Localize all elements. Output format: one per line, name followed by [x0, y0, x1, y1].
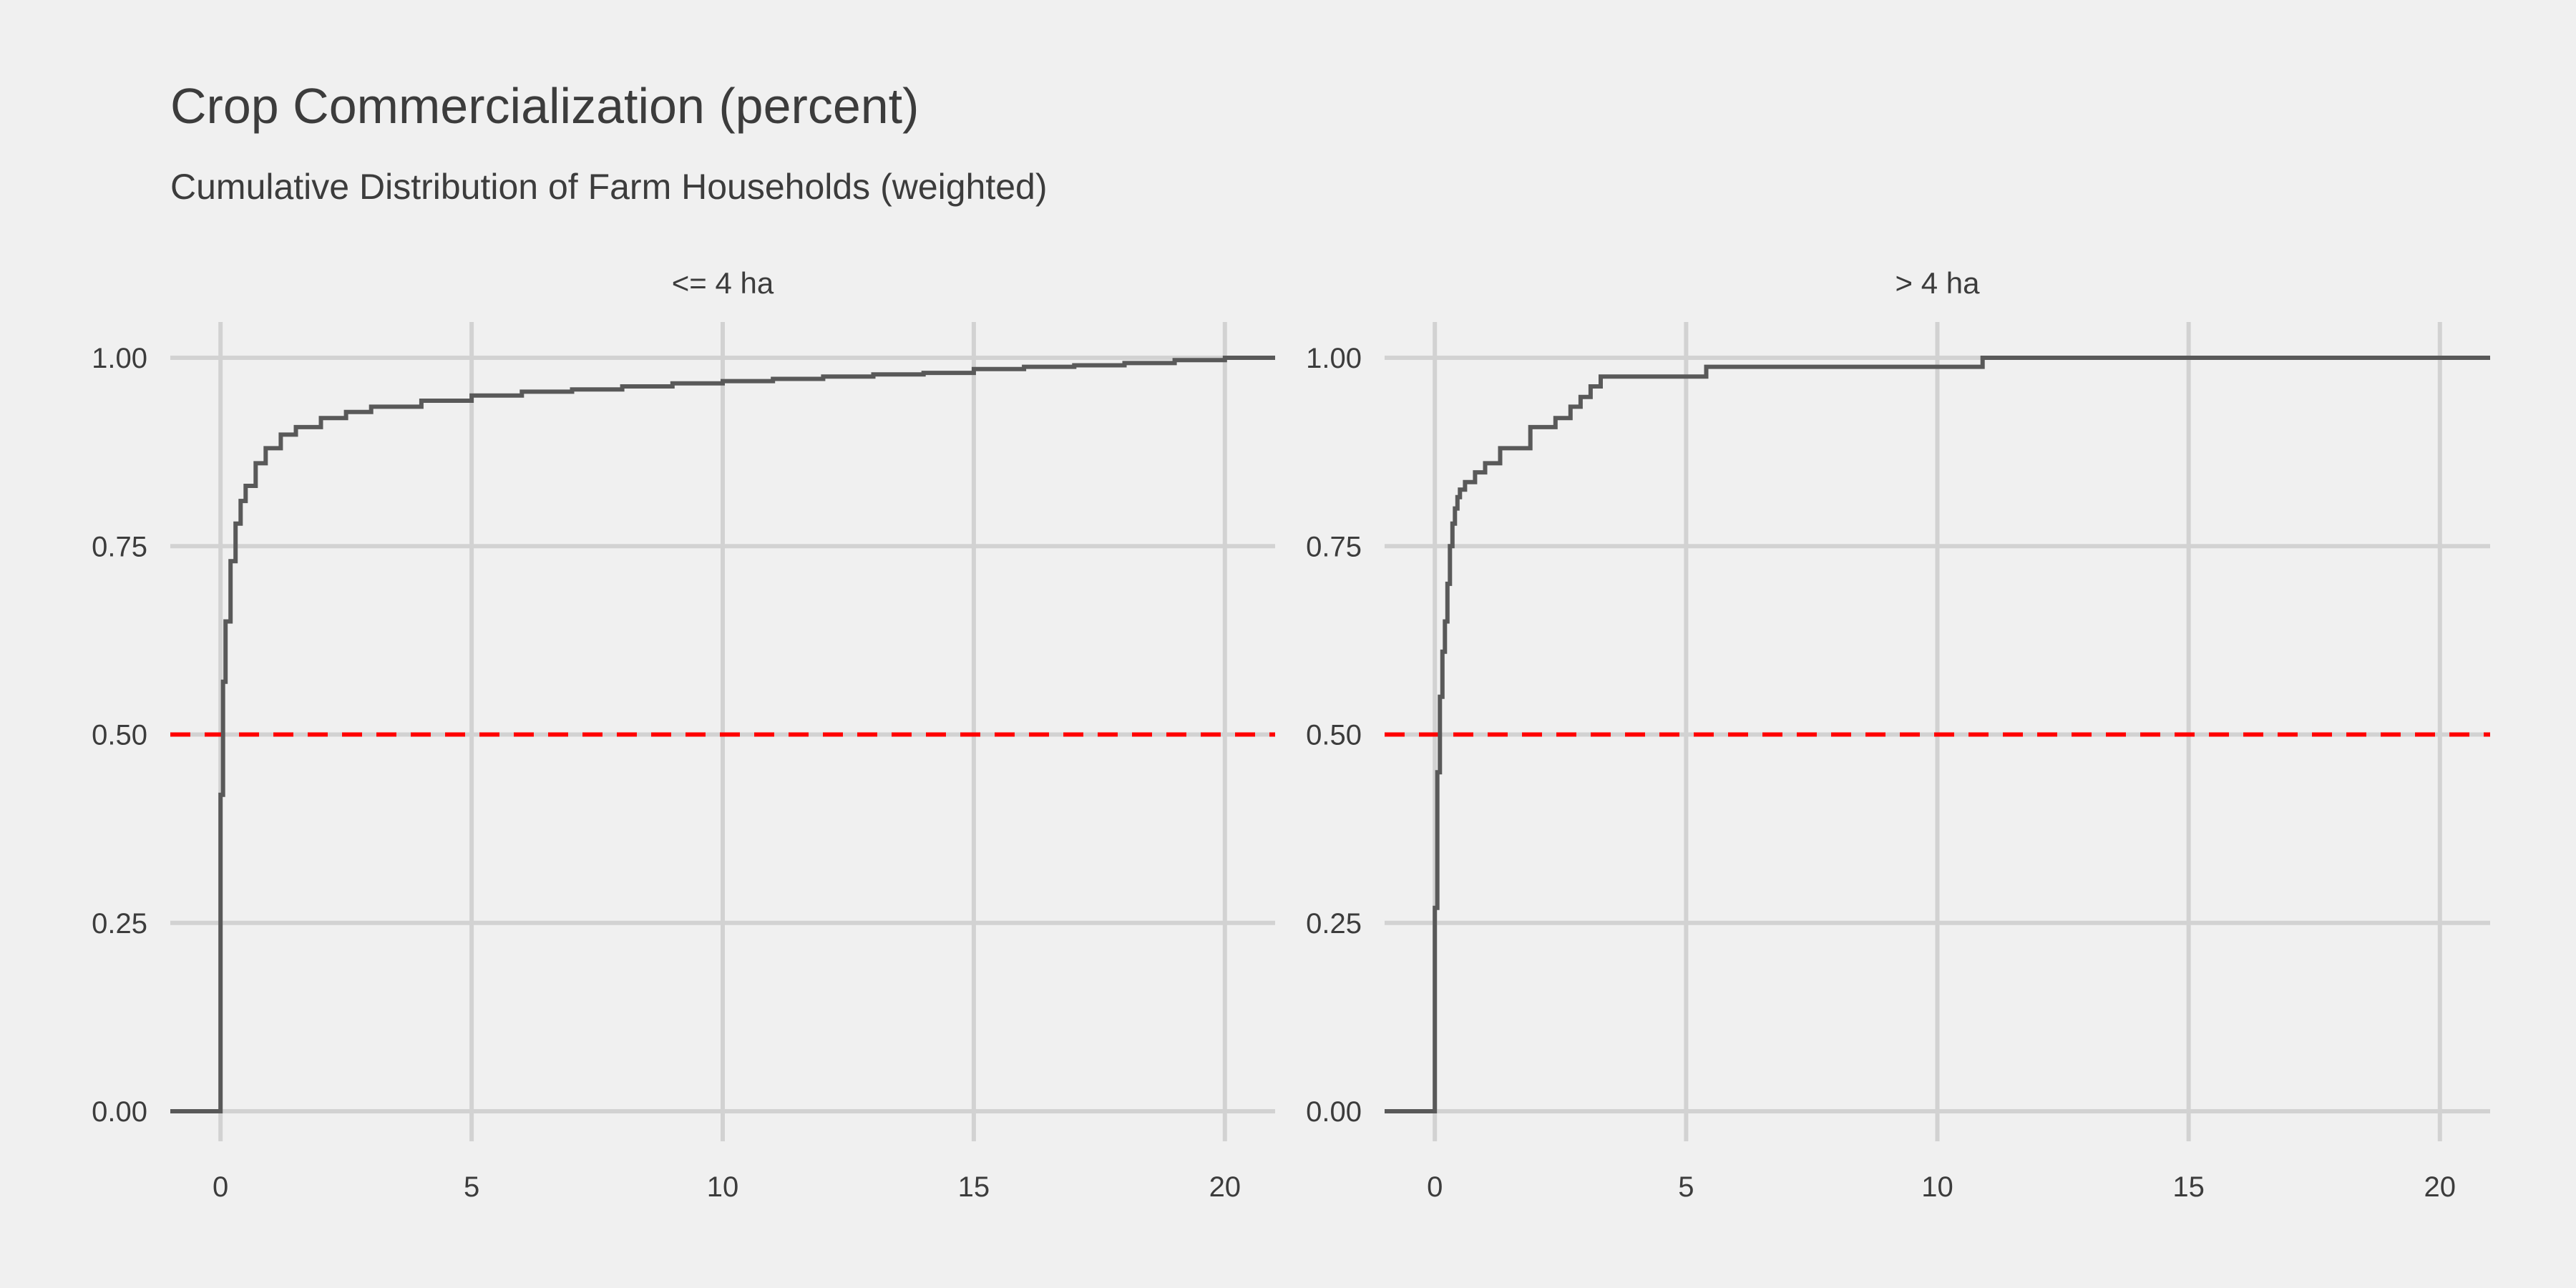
facet-label: <= 4 ha	[672, 266, 774, 300]
facet-panel-2: > 4 ha 0 5 10 15 20 0.00 0.25 0.50 0.75 1.00	[1306, 266, 2490, 1203]
facet-panels: <= 4 ha0 5 10 15 200.000.250.500.751.00> 4 h…	[92, 266, 2490, 1203]
ecdf-line	[1385, 356, 2490, 1113]
facet-label: > 4 ha	[1896, 266, 1981, 300]
x-tick-label: 0	[1427, 1171, 1443, 1203]
chart-subtitle: Cumulative Distribution of Farm Househol…	[170, 167, 1048, 207]
x-tick-label: 5	[1678, 1171, 1694, 1203]
y-tick-label: 1.00	[1306, 343, 1362, 374]
y-tick-label: 1.00	[92, 343, 147, 374]
x-tick-label: 10	[707, 1171, 739, 1203]
y-tick-label: 0.00	[1306, 1096, 1362, 1128]
y-tick-label: 0.75	[1306, 531, 1362, 562]
y-tick-label: 0.50	[1306, 720, 1362, 751]
chart-title: Crop Commercialization (percent)	[170, 78, 919, 134]
y-tick-label: 0.25	[92, 908, 147, 940]
x-tick-label: 0	[213, 1171, 228, 1203]
x-tick-label: 10	[1921, 1171, 1953, 1203]
x-tick-label: 20	[1209, 1171, 1241, 1203]
y-tick-label: 0.25	[1306, 908, 1362, 940]
x-tick-label: 5	[464, 1171, 479, 1203]
facet-panel-1: <= 4 ha 0 5 10 15 20 0.00 0.25 0.50 0.75 1.00	[92, 266, 1275, 1203]
y-tick-label: 0.75	[92, 531, 147, 562]
x-tick-label: 15	[958, 1171, 990, 1203]
y-tick-label: 0.00	[92, 1096, 147, 1128]
x-tick-label: 20	[2424, 1171, 2457, 1203]
ecdf-line	[170, 356, 1275, 1113]
y-tick-label: 0.50	[92, 720, 147, 751]
x-tick-label: 15	[2172, 1171, 2205, 1203]
